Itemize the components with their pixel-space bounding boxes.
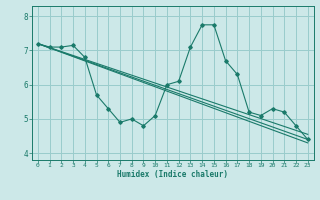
X-axis label: Humidex (Indice chaleur): Humidex (Indice chaleur) <box>117 170 228 179</box>
